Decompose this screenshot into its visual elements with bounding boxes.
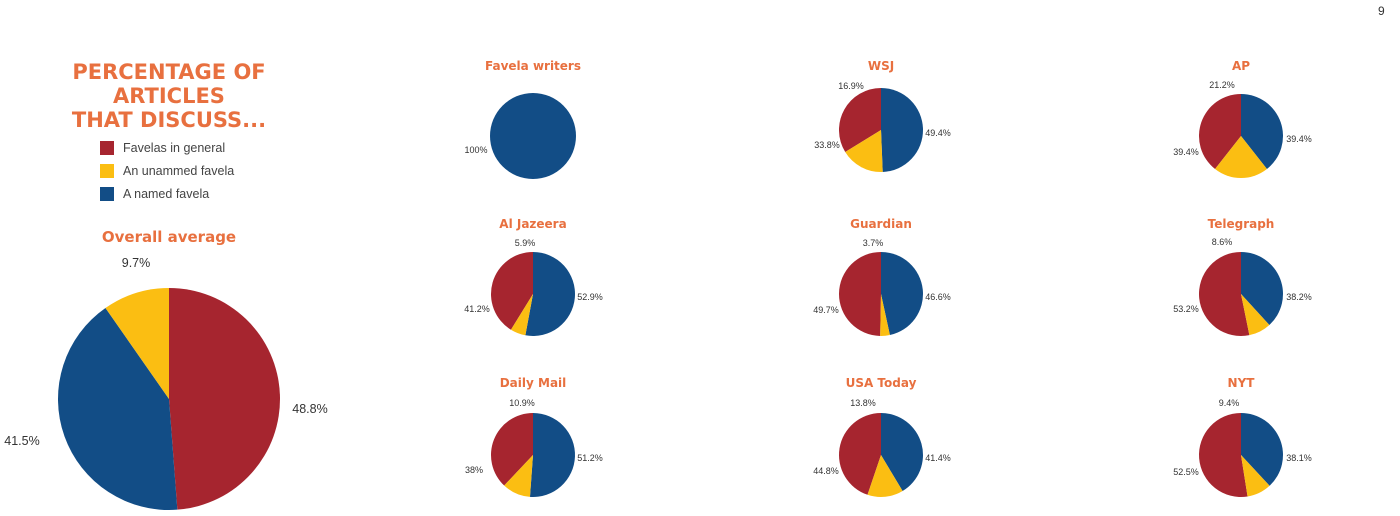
pie-slice-named (1241, 252, 1284, 325)
pie-slice-unnamed (105, 288, 169, 399)
legend-label: A named favela (123, 186, 210, 201)
pie-slice-general (1198, 413, 1248, 497)
slice-label-general: 39.4% (1173, 147, 1199, 157)
slice-label-named: 38.2% (1286, 292, 1312, 302)
pie-slice-unnamed (1241, 455, 1270, 497)
slice-label-named: 41.5% (4, 434, 39, 448)
legend-swatch-named (100, 186, 114, 201)
pie-slice-named (58, 307, 178, 510)
slice-label-unnamed: 3.7% (863, 238, 884, 248)
slice-label-general: 49.7% (813, 305, 839, 315)
pie-slice-unnamed (1215, 136, 1267, 178)
slice-label-general: 44.8% (813, 466, 839, 476)
pie-slice-general (169, 288, 280, 510)
legend-swatch-unnamed (100, 163, 114, 178)
chart-title: Al Jazeera (499, 217, 566, 231)
slice-label-named: 100% (464, 145, 487, 155)
pie-slice-unnamed (880, 294, 890, 337)
pie-slice-general (491, 413, 533, 486)
slice-label-general: 33.8% (814, 140, 840, 150)
pie-slice-unnamed (504, 455, 533, 497)
pie-chart-3: AP 39.4% 39.4% 21.2% (1173, 59, 1312, 178)
slice-label-unnamed: 10.9% (509, 398, 535, 408)
chart-title: Favela writers (485, 59, 581, 73)
pie-slice-unnamed (510, 294, 533, 336)
slice-label-named: 38.1% (1286, 453, 1312, 463)
legend-item-general: Favelas in general (100, 136, 234, 159)
pie-slice-named (881, 413, 923, 492)
pie-slice-unnamed (1241, 294, 1270, 336)
slice-label-unnamed: 9.4% (1219, 398, 1240, 408)
pie-slice-named (525, 252, 575, 336)
pie-slice-general (839, 413, 881, 495)
pie-chart-0: Overall average 48.8% 41.5% 9.7% (4, 228, 328, 510)
pie-chart-4: Al Jazeera 52.9% 41.2% 5.9% (464, 217, 603, 336)
pie-slice-general (491, 252, 533, 330)
chart-title: Overall average (102, 228, 236, 246)
pie-slice-unnamed (845, 130, 883, 172)
pie-slice-named (529, 413, 576, 498)
pie-chart-1: Favela writers 100% (464, 59, 581, 179)
slice-label-named: 46.6% (925, 292, 951, 302)
chart-title: WSJ (868, 59, 894, 73)
legend-label: Favelas in general (123, 140, 226, 155)
chart-title: AP (1232, 59, 1250, 73)
slice-label-general: 52.5% (1173, 467, 1199, 477)
slice-label-unnamed: 5.9% (515, 238, 536, 248)
pie-slice-named (881, 88, 923, 172)
chart-title: USA Today (846, 376, 917, 390)
chart-title: Daily Mail (500, 376, 567, 390)
pie-chart-6: Telegraph 38.2% 53.2% 8.6% (1173, 217, 1312, 336)
chart-title: NYT (1228, 376, 1256, 390)
slice-label-general: 48.8% (292, 402, 327, 416)
page-title: PERCENTAGE OF ARTICLES THAT DISCUSS... (16, 60, 322, 132)
pie-slice-general (838, 88, 881, 152)
slice-label-unnamed: 13.8% (850, 398, 876, 408)
legend-swatch-general (100, 140, 114, 155)
pie-chart-5: Guardian 46.6% 49.7% 3.7% (813, 217, 951, 337)
pie-chart-9: NYT 38.1% 52.5% 9.4% (1173, 376, 1312, 497)
slice-label-named: 49.4% (925, 128, 951, 138)
legend-item-unnamed: An unammed favela (100, 159, 234, 182)
pie-chart-7: Daily Mail 51.2% 38% 10.9% (465, 376, 603, 498)
pie-slice-unnamed (867, 455, 903, 497)
chart-title: Guardian (850, 217, 912, 231)
legend-item-named: A named favela (100, 182, 234, 205)
slice-label-named: 39.4% (1286, 134, 1312, 144)
pie-slice-named (1241, 94, 1283, 170)
slice-label-unnamed: 21.2% (1209, 80, 1235, 90)
pie-slice-general (838, 252, 881, 336)
slice-label-unnamed: 8.6% (1212, 237, 1233, 247)
pie-chart-8: USA Today 41.4% 44.8% 13.8% (813, 376, 951, 497)
slice-label-general: 41.2% (464, 304, 490, 314)
slice-label-unnamed: 9.7% (122, 256, 151, 270)
title-line-2: THAT DISCUSS... (71, 108, 267, 132)
slice-label-named: 41.4% (925, 453, 951, 463)
title-line-1: PERCENTAGE OF ARTICLES (72, 60, 266, 108)
slice-label-named: 51.2% (577, 453, 603, 463)
pie-slice-named (490, 93, 576, 179)
chart-title: Telegraph (1208, 217, 1275, 231)
slice-label-general: 53.2% (1173, 304, 1199, 314)
slice-label-named: 52.9% (577, 292, 603, 302)
pie-slice-named (881, 252, 924, 336)
legend: Favelas in general An unammed favela A n… (100, 136, 234, 205)
page-number: 9 (1378, 4, 1385, 18)
pie-chart-2: WSJ 49.4% 33.8% 16.9% (814, 59, 951, 172)
legend-label: An unammed favela (123, 163, 235, 178)
pie-slice-general (1199, 252, 1250, 336)
pie-slice-general (1199, 94, 1241, 170)
pie-slice-named (1241, 413, 1283, 486)
slice-label-general: 38% (465, 465, 483, 475)
slice-label-unnamed: 16.9% (838, 81, 864, 91)
